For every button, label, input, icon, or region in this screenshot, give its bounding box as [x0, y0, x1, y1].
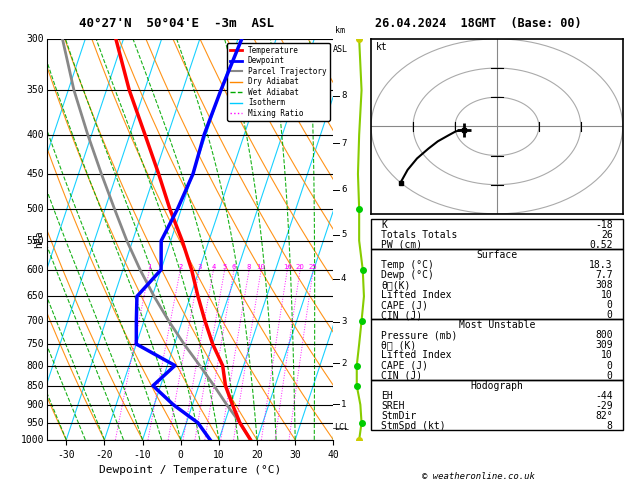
Text: θᴇ(K): θᴇ(K)	[381, 280, 411, 290]
Text: 1: 1	[147, 264, 152, 270]
Text: 1000: 1000	[21, 435, 44, 445]
Text: 0: 0	[607, 310, 613, 320]
Text: 7: 7	[341, 139, 347, 148]
Text: 10: 10	[601, 290, 613, 300]
Text: 26: 26	[601, 230, 613, 240]
Text: 10: 10	[257, 264, 265, 270]
Text: 750: 750	[26, 339, 44, 349]
Text: 0.52: 0.52	[589, 240, 613, 250]
Text: CAPE (J): CAPE (J)	[381, 300, 428, 310]
Text: 309: 309	[595, 340, 613, 350]
Text: 850: 850	[26, 381, 44, 391]
Text: 800: 800	[595, 330, 613, 340]
Text: 40°27'N  50°04'E  -3m  ASL: 40°27'N 50°04'E -3m ASL	[79, 17, 274, 30]
Text: LCL: LCL	[334, 423, 349, 433]
Text: 4: 4	[211, 264, 216, 270]
Text: 0: 0	[607, 361, 613, 370]
Text: 350: 350	[26, 85, 44, 95]
Text: 4: 4	[341, 274, 347, 283]
Text: 16: 16	[283, 264, 292, 270]
Text: 0: 0	[607, 300, 613, 310]
Text: 900: 900	[26, 400, 44, 410]
Text: 550: 550	[26, 236, 44, 246]
Text: 26.04.2024  18GMT  (Base: 00): 26.04.2024 18GMT (Base: 00)	[375, 17, 581, 30]
Text: 8: 8	[341, 91, 347, 101]
Text: 8: 8	[247, 264, 252, 270]
Text: -44: -44	[595, 391, 613, 400]
Text: EH: EH	[381, 391, 393, 400]
Y-axis label: hPa: hPa	[35, 230, 45, 248]
Text: StmSpd (kt): StmSpd (kt)	[381, 421, 446, 431]
Text: km: km	[335, 26, 345, 35]
Text: Pressure (mb): Pressure (mb)	[381, 330, 457, 340]
Text: CIN (J): CIN (J)	[381, 371, 422, 381]
Text: 6: 6	[232, 264, 237, 270]
Text: 0: 0	[607, 371, 613, 381]
Text: 25: 25	[309, 264, 318, 270]
Text: 3: 3	[341, 317, 347, 326]
Text: 8: 8	[607, 421, 613, 431]
Legend: Temperature, Dewpoint, Parcel Trajectory, Dry Adiabat, Wet Adiabat, Isotherm, Mi: Temperature, Dewpoint, Parcel Trajectory…	[227, 43, 330, 121]
Text: Temp (°C): Temp (°C)	[381, 260, 434, 270]
Text: Lifted Index: Lifted Index	[381, 290, 452, 300]
Text: © weatheronline.co.uk: © weatheronline.co.uk	[421, 472, 535, 481]
Text: Dewp (°C): Dewp (°C)	[381, 270, 434, 280]
Text: 2: 2	[178, 264, 182, 270]
Text: Surface: Surface	[476, 250, 518, 260]
Text: 700: 700	[26, 316, 44, 326]
Text: 10: 10	[601, 350, 613, 361]
Text: 650: 650	[26, 292, 44, 301]
Text: 600: 600	[26, 265, 44, 275]
Text: 1: 1	[341, 400, 347, 409]
Text: K: K	[381, 220, 387, 230]
Text: 500: 500	[26, 204, 44, 214]
Text: Lifted Index: Lifted Index	[381, 350, 452, 361]
Text: PW (cm): PW (cm)	[381, 240, 422, 250]
Text: 5: 5	[341, 230, 347, 239]
Text: 450: 450	[26, 169, 44, 179]
Text: 950: 950	[26, 418, 44, 428]
Text: 7.7: 7.7	[595, 270, 613, 280]
Text: 3: 3	[198, 264, 202, 270]
Text: ASL: ASL	[333, 45, 348, 54]
Text: kt: kt	[376, 42, 388, 52]
X-axis label: Dewpoint / Temperature (°C): Dewpoint / Temperature (°C)	[99, 465, 281, 475]
Text: 18.3: 18.3	[589, 260, 613, 270]
Text: 300: 300	[26, 34, 44, 44]
Text: 5: 5	[223, 264, 227, 270]
Text: 2: 2	[341, 359, 347, 368]
Text: Most Unstable: Most Unstable	[459, 320, 535, 330]
Text: 400: 400	[26, 130, 44, 139]
Text: SREH: SREH	[381, 401, 404, 411]
Text: θᴇ (K): θᴇ (K)	[381, 340, 416, 350]
Text: CIN (J): CIN (J)	[381, 310, 422, 320]
Text: 82°: 82°	[595, 411, 613, 421]
Text: 6: 6	[341, 185, 347, 194]
Text: 20: 20	[296, 264, 304, 270]
Text: 308: 308	[595, 280, 613, 290]
Text: CAPE (J): CAPE (J)	[381, 361, 428, 370]
Text: -29: -29	[595, 401, 613, 411]
Text: 800: 800	[26, 361, 44, 370]
Text: StmDir: StmDir	[381, 411, 416, 421]
Text: -18: -18	[595, 220, 613, 230]
Text: Totals Totals: Totals Totals	[381, 230, 457, 240]
Text: Hodograph: Hodograph	[470, 381, 523, 391]
